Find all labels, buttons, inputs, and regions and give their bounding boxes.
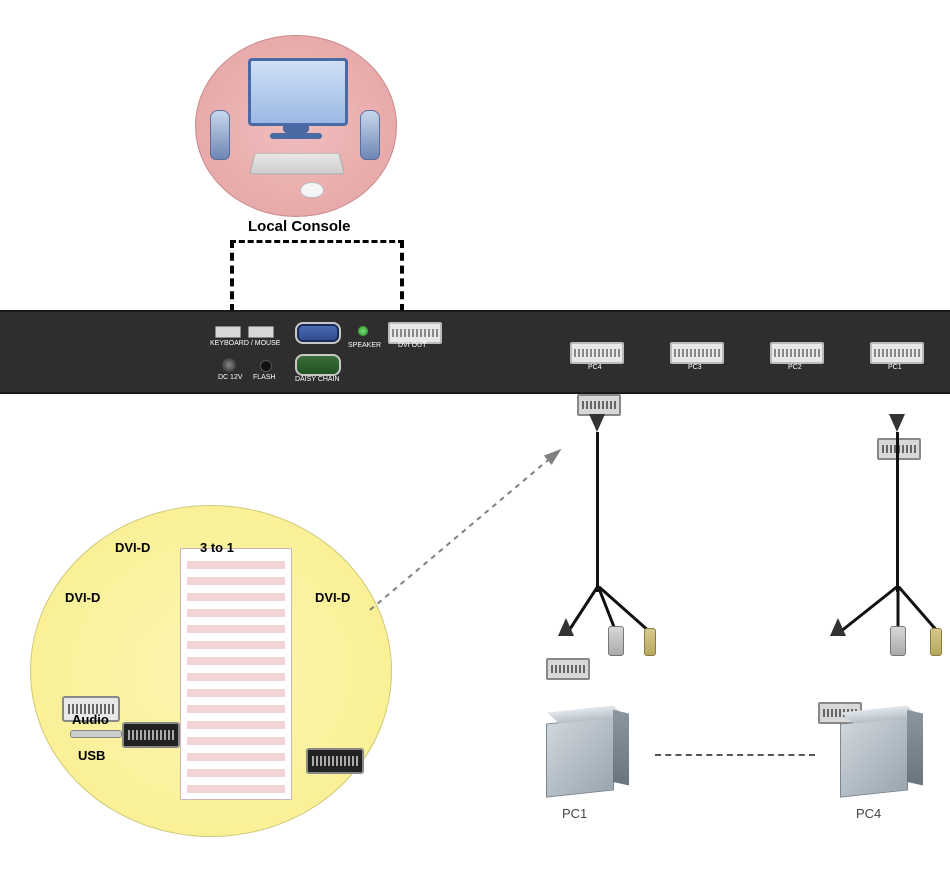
cable1-bottom-dvi (546, 658, 590, 680)
usb-label: USB (78, 748, 105, 763)
pc2-port-label: PC2 (788, 364, 802, 371)
dvid-left-label: DVI-D (65, 590, 100, 605)
dvi-out-port (388, 322, 442, 344)
dvid-right-connector (306, 748, 364, 774)
cable1-bottom-strain (558, 618, 574, 636)
dvi-out-label: DVI OUT (398, 342, 426, 349)
kvm-switch-panel: KEYBOARD / MOUSE SPEAKER DVI OUT DC 12V … (0, 310, 950, 394)
pc1-label: PC1 (562, 806, 587, 821)
speaker-jack (358, 326, 368, 336)
monitor-icon (248, 58, 348, 126)
local-console-label: Local Console (248, 218, 351, 235)
keyboard-mouse-label: KEYBOARD / MOUSE (210, 340, 280, 347)
pc3-port-label: PC3 (688, 364, 702, 371)
flash-label: FLASH (253, 374, 276, 381)
pc4-port (570, 342, 624, 364)
console-dash-top (230, 240, 404, 243)
cable2-top-strain (889, 414, 905, 432)
cable2-top-dvi (877, 438, 921, 460)
pinout-diagram (180, 548, 292, 800)
vga-port (295, 322, 341, 344)
cable1-top-strain (589, 414, 605, 432)
speaker-left-icon (210, 110, 230, 160)
cable1-usb-plug (608, 626, 624, 656)
flash-button (260, 360, 272, 372)
pc1-box-icon (546, 716, 614, 797)
mouse-icon (300, 182, 324, 198)
three-to-one-label: 3 to 1 (200, 540, 234, 555)
pc1-port (870, 342, 924, 364)
audio-label: Audio (72, 712, 109, 727)
dc-jack (222, 358, 236, 372)
cable2-usb-plug (890, 626, 906, 656)
usb-mouse-port (248, 326, 274, 338)
cable2-trunk (896, 432, 899, 592)
pc2-port (770, 342, 824, 364)
audio-plug-icon (70, 730, 122, 738)
cable1-top-dvi (577, 394, 621, 416)
cable2-bottom-strain (830, 618, 846, 636)
pc3-port (670, 342, 724, 364)
speaker-label: SPEAKER (348, 342, 381, 349)
keyboard-icon (249, 153, 345, 174)
cable1-trunk (596, 432, 599, 592)
pc1-port-label: PC1 (888, 364, 902, 371)
dvid-left-connector-dark (122, 722, 180, 748)
daisy-chain-port (295, 354, 341, 376)
pc4-port-label: PC4 (588, 364, 602, 371)
daisy-chain-label: DAISY CHAIN (295, 376, 340, 383)
dvid-top-label: DVI-D (115, 540, 150, 555)
pc4-box-icon (840, 716, 908, 797)
console-dash-left (230, 240, 234, 312)
monitor-stand (283, 123, 309, 133)
detail-arrow (360, 440, 580, 620)
usb-keyboard-port (215, 326, 241, 338)
dvid-right-label: DVI-D (315, 590, 350, 605)
dc12v-label: DC 12V (218, 374, 243, 381)
pc-ellipsis-dash (655, 754, 815, 756)
pc4-label: PC4 (856, 806, 881, 821)
console-dash-right (400, 240, 404, 312)
cable2-audio-plug (930, 628, 942, 656)
speaker-right-icon (360, 110, 380, 160)
cable1-audio-plug (644, 628, 656, 656)
monitor-base (270, 133, 322, 139)
